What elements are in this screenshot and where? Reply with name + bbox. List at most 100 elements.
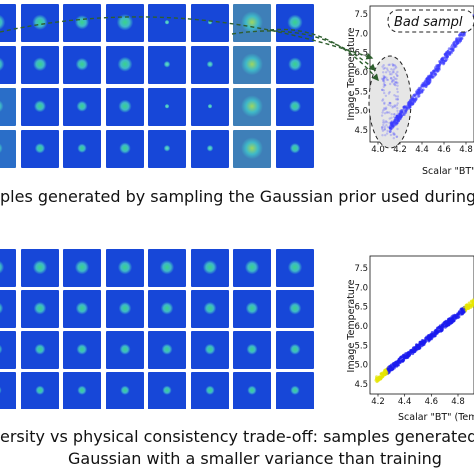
sample-tile: [63, 249, 101, 287]
scatter-point: [427, 76, 430, 80]
scatter-point: [405, 105, 408, 109]
scatter-point: [400, 114, 404, 118]
scatter-point: [396, 127, 399, 131]
sample-tile: [233, 249, 271, 287]
sample-tile: [148, 290, 186, 328]
sample-tile: [190, 372, 229, 409]
scatter-point: [388, 101, 391, 105]
scatter-point: [397, 360, 401, 364]
scatter-point: [388, 130, 391, 134]
scatter-point: [396, 84, 399, 87]
scatter-point: [393, 104, 396, 107]
bottom-ylabel: Image Temperature: [346, 279, 357, 372]
scatter-point: [388, 130, 392, 133]
scatter-point: [381, 99, 384, 102]
sample-tile: [148, 130, 186, 168]
scatter-point: [394, 72, 398, 76]
scatter-point: [417, 86, 421, 90]
scatter-point: [396, 109, 399, 113]
scatter-point: [381, 111, 384, 114]
scatter-point: [446, 49, 450, 53]
scatter-point: [383, 81, 386, 84]
x-tick-label: 4.4: [398, 397, 412, 407]
scatter-point: [382, 89, 385, 92]
scatter-point: [442, 61, 446, 65]
y-tick-label: 7.0: [354, 29, 368, 39]
bottom-xlabel: Scalar "BT" (Tem: [398, 412, 474, 423]
sample-tile: [233, 290, 271, 328]
sample-tile: [63, 372, 101, 409]
scatter-point: [382, 71, 385, 74]
scatter-point: [385, 76, 388, 79]
scatter-point: [384, 134, 387, 137]
scatter-point: [390, 68, 393, 71]
scatter-point: [423, 83, 427, 87]
y-tick-label: 7.5: [354, 264, 368, 274]
scatter-point: [389, 133, 393, 137]
scatter-point: [382, 83, 386, 86]
y-tick-label: 5.0: [354, 107, 368, 117]
sample-tile: [233, 88, 271, 126]
scatter-point: [465, 306, 468, 310]
scatter-point: [466, 303, 470, 307]
scatter-point: [450, 47, 454, 51]
scatter-point: [382, 79, 385, 82]
scatter-point: [381, 88, 384, 92]
sample-tile: [20, 130, 59, 168]
scatter-point: [393, 113, 396, 116]
scatter-point: [383, 121, 386, 124]
x-tick-label: 4.6: [425, 397, 439, 407]
scatter-point: [438, 60, 441, 63]
sample-tile: [275, 130, 314, 168]
scatter-point: [385, 106, 388, 109]
scatter-point: [394, 84, 397, 87]
sample-tile: [148, 4, 186, 42]
scatter-point: [389, 76, 393, 80]
sample-tile: [20, 88, 59, 126]
y-tick-label: 7.5: [354, 10, 368, 20]
scatter-point: [418, 346, 421, 350]
x-tick-label: 4.4: [415, 145, 429, 155]
scatter-point: [383, 101, 386, 105]
scatter-point: [376, 377, 380, 381]
scatter-point: [389, 101, 392, 105]
scatter-point: [392, 133, 395, 136]
scatter-point: [391, 106, 394, 109]
scatter-point: [391, 78, 394, 82]
scatter-point: [459, 33, 462, 37]
sample-tile: [233, 372, 271, 409]
scatter-point: [388, 73, 392, 76]
top-ylabel: Image Temperature: [346, 27, 357, 120]
sample-tile: [0, 88, 16, 126]
scatter-point: [447, 47, 451, 51]
scatter-point: [383, 66, 387, 70]
scatter-point: [429, 334, 433, 338]
sample-tile: [0, 249, 16, 287]
scatter-point: [396, 87, 399, 91]
scatter-point: [420, 344, 424, 348]
scatter-point: [440, 58, 444, 61]
scatter-point: [390, 116, 393, 120]
scatter-point: [396, 98, 399, 101]
scatter-point: [393, 63, 396, 67]
sample-tile: [190, 290, 229, 328]
scatter-point: [395, 98, 398, 101]
scatter-point: [392, 362, 396, 366]
scatter-point: [381, 109, 385, 112]
scatter-point: [390, 119, 394, 123]
sample-tile: [63, 46, 101, 84]
sample-tile: [20, 46, 59, 84]
sample-tile: [190, 46, 229, 84]
top-caption: ples generated by sampling the Gaussian …: [0, 187, 474, 206]
scatter-point: [391, 79, 394, 83]
scatter-point: [394, 95, 398, 98]
scatter-point: [392, 105, 395, 108]
scatter-point: [395, 115, 398, 119]
scatter-point: [386, 111, 389, 114]
sample-tile: [63, 290, 101, 328]
sample-tile: [148, 331, 186, 369]
sample-tile: [20, 331, 59, 369]
scatter-point: [396, 90, 399, 94]
scatter-point: [381, 127, 384, 131]
scatter-point: [393, 118, 396, 122]
